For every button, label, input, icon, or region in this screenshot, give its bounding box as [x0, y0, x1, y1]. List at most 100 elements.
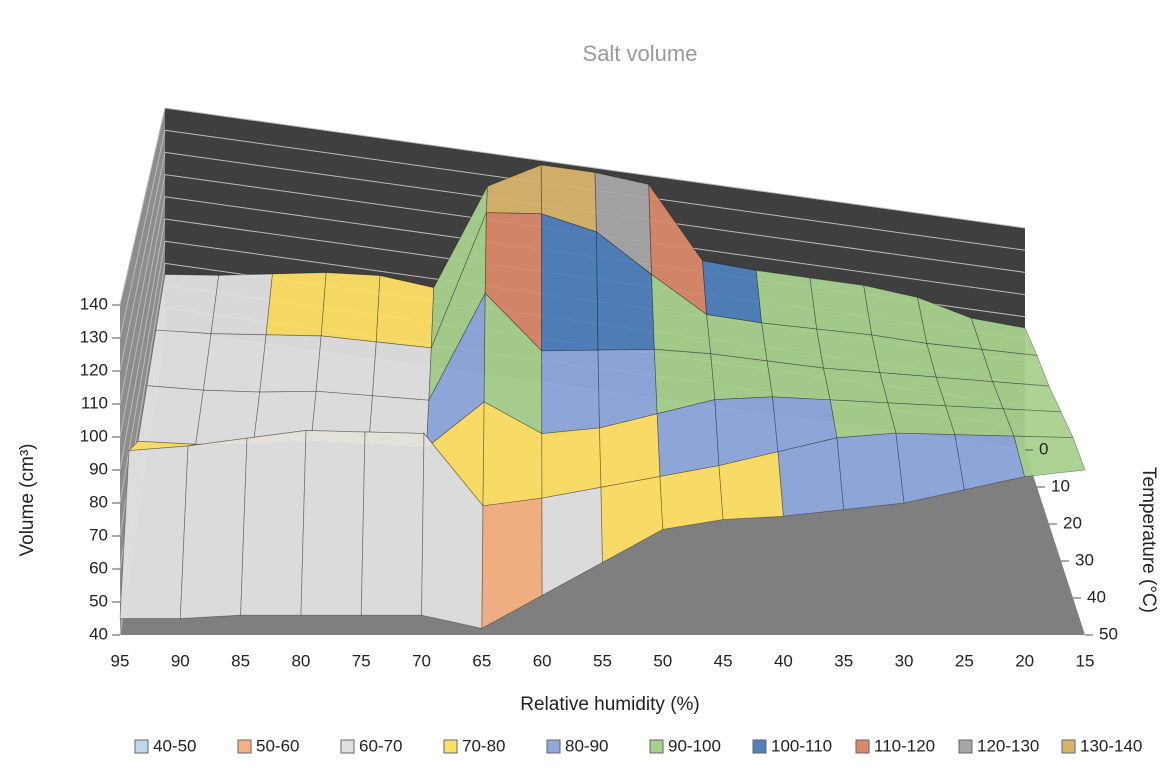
z-tick-label: 50: [1099, 624, 1118, 643]
legend-label: 40-50: [153, 736, 196, 755]
grid-line: [119, 241, 166, 504]
y-tick-label: 140: [80, 294, 108, 313]
surface-cell: [146, 329, 212, 391]
z-tick-label: 30: [1075, 550, 1094, 569]
x-tick-label: 65: [472, 651, 491, 670]
surface-cell: [1013, 435, 1086, 478]
surface-cell: [887, 402, 956, 436]
x-tick-label: 15: [1076, 651, 1095, 670]
x-tick-label: 25: [955, 651, 974, 670]
surface-cell: [315, 335, 377, 397]
x-tick-label: 80: [291, 651, 310, 670]
surface-cell: [155, 274, 220, 335]
surface-cell: [375, 275, 435, 349]
x-axis-label: Relative humidity (%): [520, 694, 700, 715]
legend-label: 80-90: [565, 736, 608, 755]
grid-line: [119, 218, 166, 471]
surface-cell: [777, 437, 845, 517]
legend-label: 100-110: [771, 736, 832, 755]
x-tick-label: 35: [834, 651, 853, 670]
legend-label: 50-60: [256, 736, 299, 755]
grid-line: [119, 107, 166, 306]
surface-cell: [265, 272, 327, 337]
surface-cell: [372, 341, 432, 401]
surface-cell: [119, 445, 189, 619]
grid-line: [119, 174, 166, 405]
legend-swatch: [855, 739, 870, 754]
legend-label: 130-140: [1080, 736, 1142, 755]
y-tick-label: 130: [80, 327, 108, 346]
legend-swatch: [134, 739, 149, 754]
y-tick-label: 50: [89, 591, 108, 610]
surface-cell: [541, 213, 599, 352]
y-tick-label: 120: [80, 360, 108, 379]
legend-swatch: [237, 739, 252, 754]
z-tick-label: 40: [1087, 587, 1106, 606]
x-tick-label: 55: [593, 651, 612, 670]
legend-swatch: [958, 739, 973, 754]
surface-cell: [656, 399, 720, 477]
x-tick-label: 95: [111, 651, 130, 670]
legend-swatch: [340, 739, 355, 754]
x-tick-label: 90: [171, 651, 190, 670]
surface-cell: [755, 269, 818, 330]
y-tick-label: 100: [80, 426, 108, 445]
surface-cell: [710, 353, 774, 401]
surface-cell: [195, 389, 261, 445]
y-tick-label: 40: [89, 624, 108, 643]
surface-cell: [360, 431, 425, 616]
x-tick-label: 45: [714, 651, 733, 670]
surface-cell: [179, 437, 248, 619]
surface-cell: [836, 432, 905, 511]
z-axis-label: Temperature (°C): [1138, 467, 1159, 613]
surface-cell: [809, 277, 873, 336]
z-tick-label: 20: [1063, 513, 1082, 532]
surface-cell: [992, 381, 1062, 413]
legend-label: 60-70: [359, 736, 402, 755]
surface-cell: [541, 427, 602, 499]
y-tick-label: 70: [89, 525, 108, 544]
y-tick-label: 90: [89, 459, 108, 478]
legend-swatch: [752, 739, 767, 754]
surface-cell: [137, 385, 204, 445]
surface-cell: [702, 260, 763, 324]
grid-line: [164, 107, 1026, 229]
x-tick-label: 85: [231, 651, 250, 670]
surface-cell: [816, 328, 881, 374]
surface-cell: [659, 465, 724, 530]
chart-title: Salt volume: [583, 41, 698, 66]
legend-swatch: [649, 739, 664, 754]
surface-cell: [541, 349, 600, 435]
surface-cell: [822, 367, 889, 404]
surface-cell: [300, 430, 366, 616]
legend-swatch: [1061, 739, 1076, 754]
surface-cell: [879, 372, 947, 407]
legend-label: 110-120: [874, 736, 935, 755]
surface-cell: [829, 399, 897, 439]
surface-cell: [1002, 408, 1074, 439]
z-tick-label: 0: [1039, 439, 1048, 458]
x-tick-label: 50: [653, 651, 672, 670]
x-tick-label: 40: [774, 651, 793, 670]
legend-swatch: [443, 739, 458, 754]
y-tick-label: 80: [89, 492, 108, 511]
surface-cell: [981, 348, 1050, 387]
legend-label: 70-80: [462, 736, 505, 755]
legend-swatch: [546, 739, 561, 754]
x-tick-label: 30: [895, 651, 914, 670]
surface-cell: [240, 430, 307, 616]
surface-cell: [259, 334, 322, 393]
surface-cell: [320, 272, 381, 343]
grid-line: [119, 196, 166, 438]
y-tick-label: 60: [89, 558, 108, 577]
x-tick-label: 75: [352, 651, 371, 670]
grid-line: [119, 152, 166, 372]
x-tick-label: 60: [533, 651, 552, 670]
y-tick-label: 110: [81, 393, 108, 412]
y-axis-label: Volume (cm³): [17, 444, 38, 557]
legend-label: 120-130: [977, 736, 1039, 755]
legend-label: 90-100: [668, 736, 721, 755]
x-tick-label: 70: [412, 651, 431, 670]
grid-line: [119, 130, 166, 339]
